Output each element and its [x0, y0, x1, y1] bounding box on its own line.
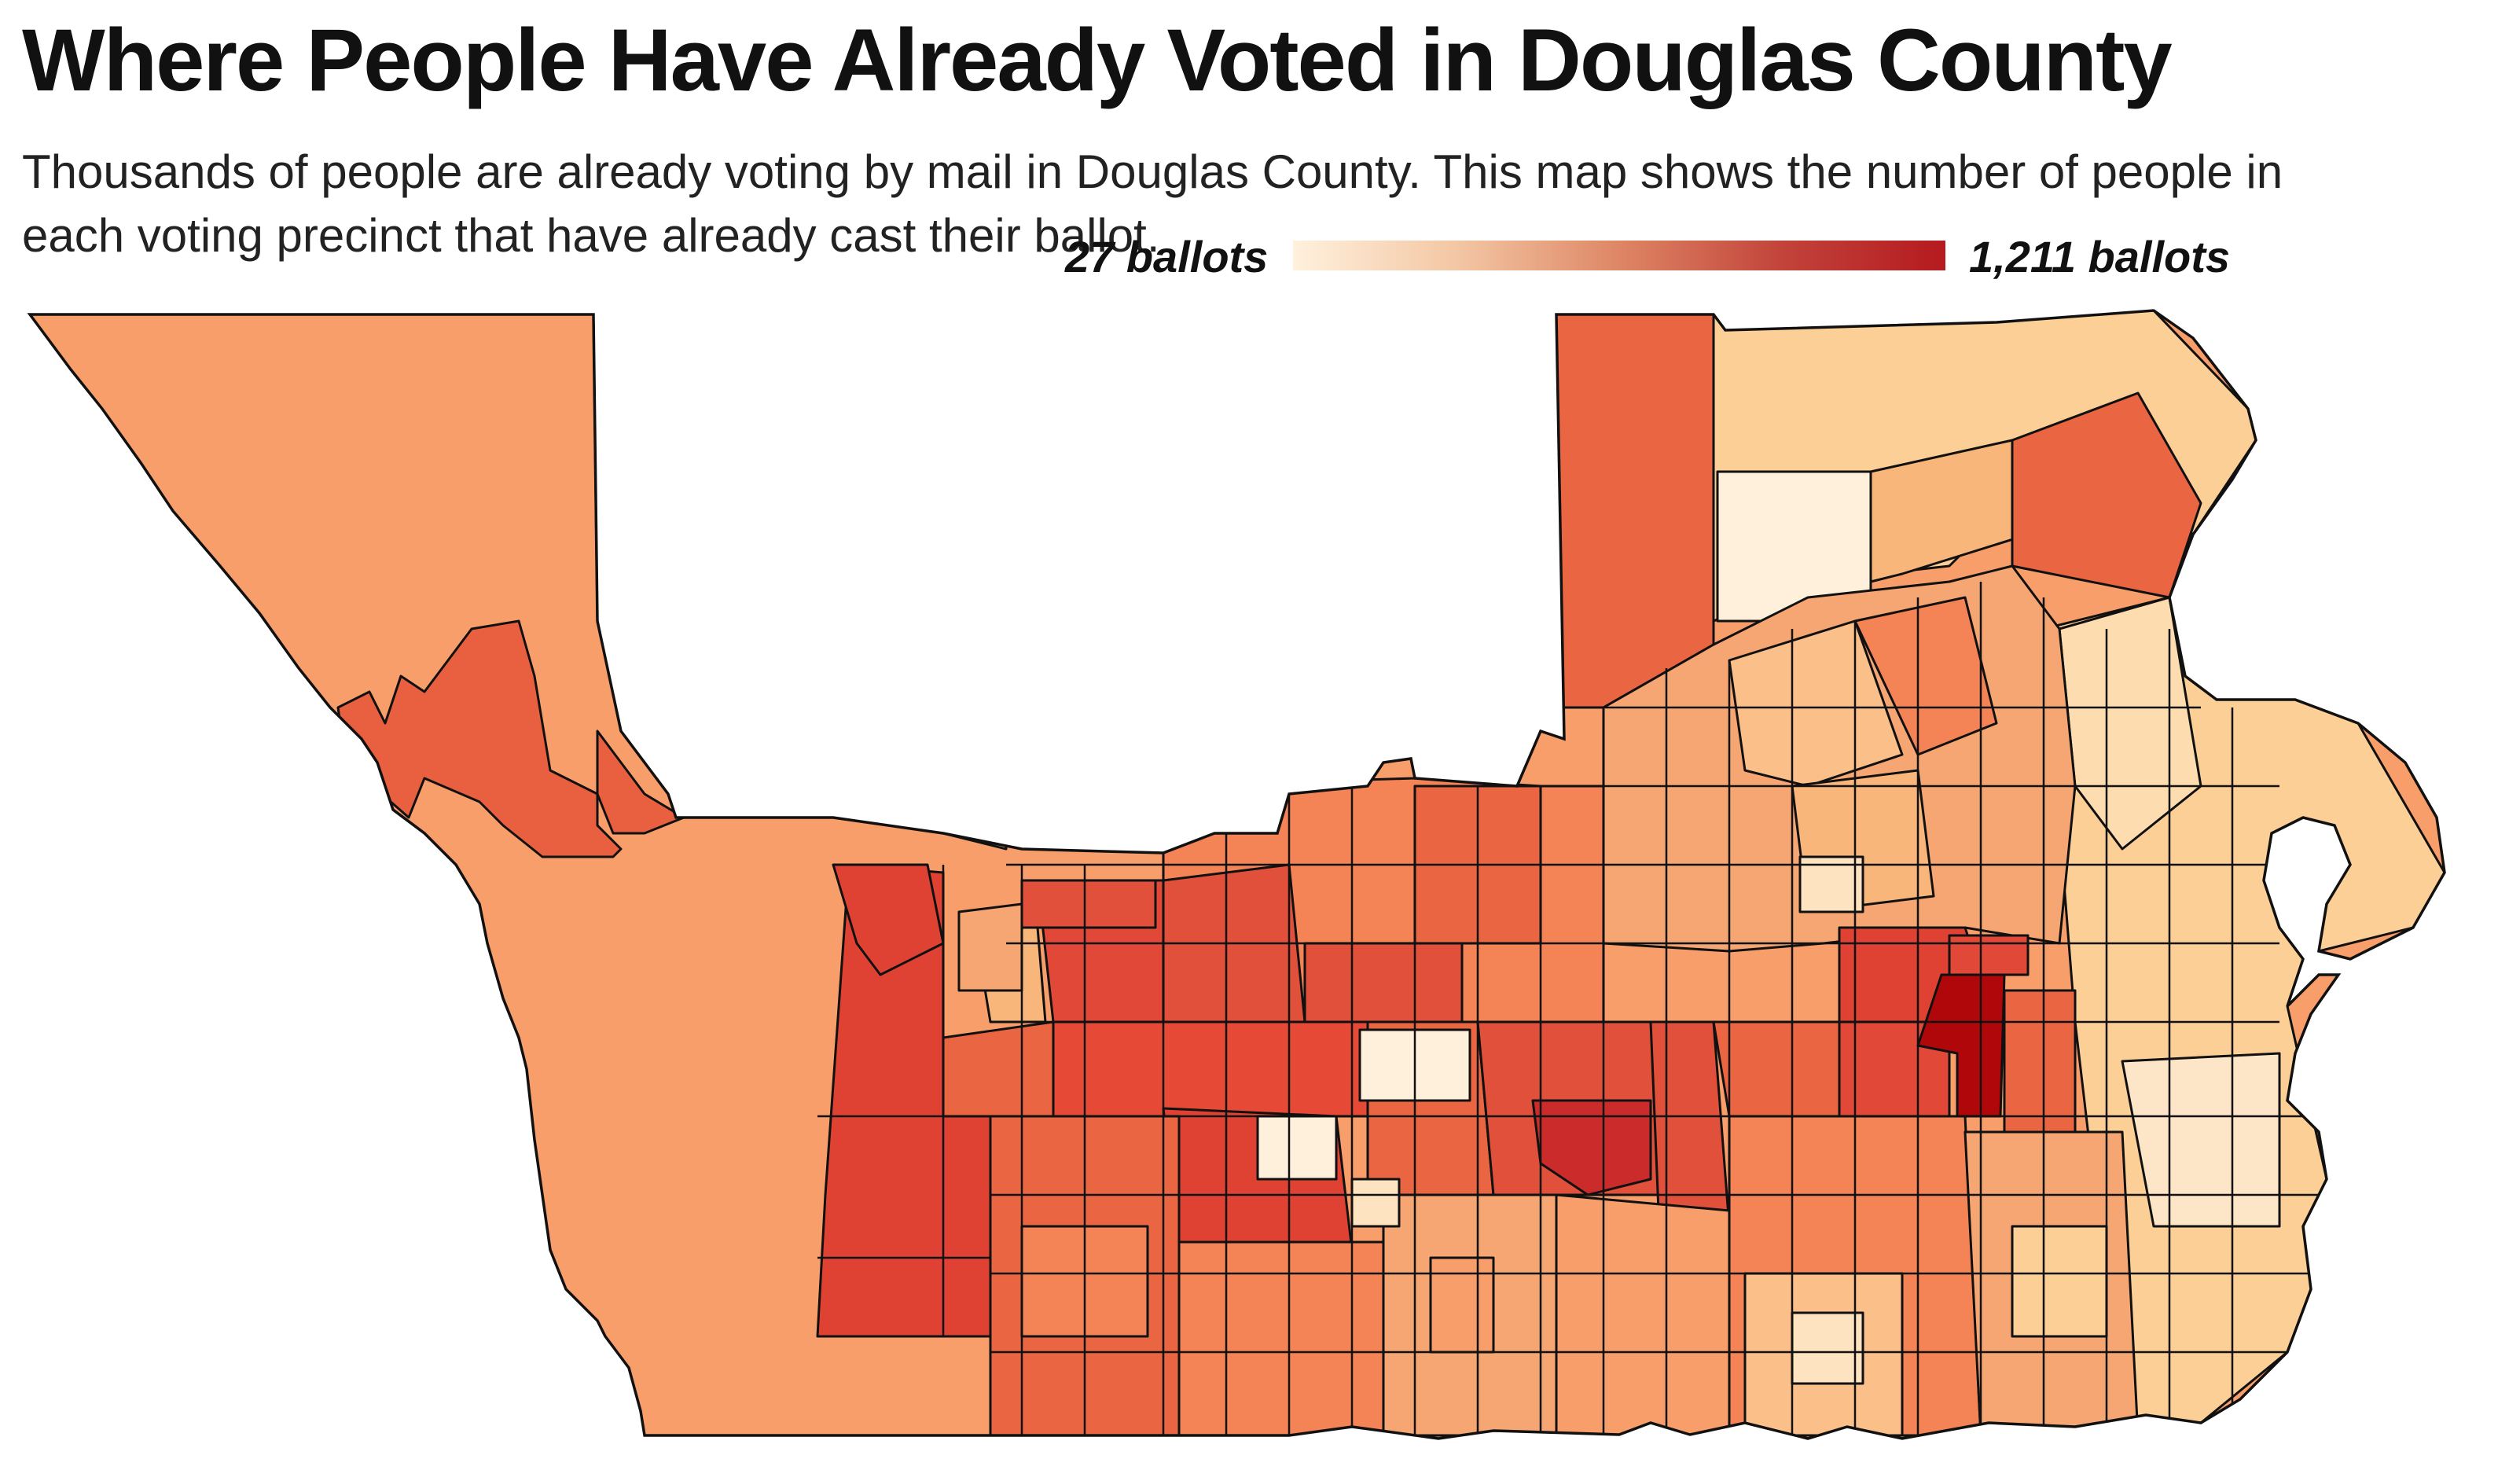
precinct-map — [0, 303, 2520, 1459]
region-north-upper — [1005, 313, 1558, 638]
map-subtitle: Thousands of people are already voting b… — [22, 145, 2283, 262]
legend-gradient-bar — [1293, 241, 1945, 270]
legend-min-label: 27 ballots — [1065, 232, 1269, 281]
legend-max-label: 1,211 ballots — [1969, 232, 2231, 281]
region-dense-red-north — [1382, 596, 1554, 717]
color-legend: 27 ballots 1,211 ballots — [1065, 228, 2244, 291]
region-north-east-tall — [1555, 313, 1715, 709]
region-north-central-rural — [592, 313, 1008, 851]
map-title: Where People Have Already Voted in Dougl… — [22, 11, 2173, 109]
